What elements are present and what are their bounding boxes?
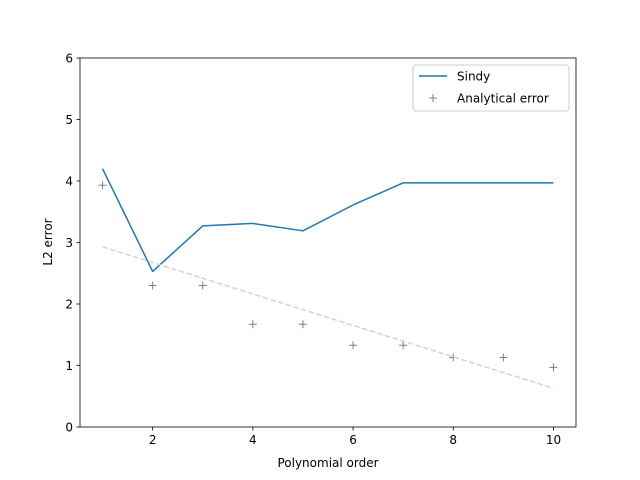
- x-tick-label: 10: [546, 433, 561, 447]
- y-axis-label: L2 error: [41, 218, 55, 265]
- series-line-sindy: [101, 168, 554, 273]
- axes: 2 4 6 8 10 0 1 2 3 4 5 6: [65, 52, 577, 447]
- y-tick-label: 5: [65, 113, 73, 127]
- legend: Sindy Analytical error: [412, 64, 570, 112]
- legend-label: Sindy: [457, 70, 490, 84]
- y-tick-label: 0: [65, 421, 73, 435]
- x-tick-label: 6: [349, 433, 357, 447]
- x-tick-label: 2: [149, 433, 157, 447]
- analytical-error-marker: [248, 320, 257, 329]
- x-tick-label: 4: [249, 433, 257, 447]
- y-tick-label: 6: [65, 52, 73, 66]
- y-tick-label: 4: [65, 175, 73, 189]
- y-tick-label: 3: [65, 236, 73, 250]
- analytical-error-marker: [549, 363, 558, 372]
- analytical-error-marker: [349, 341, 358, 350]
- x-axis-label: Polynomial order: [277, 456, 378, 470]
- legend-label: Analytical error: [457, 92, 549, 106]
- legend-box: [412, 64, 570, 112]
- analytical-error-marker: [399, 341, 408, 350]
- y-tick-label: 1: [65, 359, 73, 373]
- plot-area: [98, 168, 558, 389]
- legend-swatch-analytical-error: [429, 94, 437, 102]
- analytical-error-marker: [98, 181, 107, 190]
- trend-line: [102, 246, 554, 389]
- analytical-error-marker: [298, 320, 307, 329]
- analytical-error-marker: [148, 281, 157, 290]
- analytical-error-marker: [499, 353, 508, 362]
- x-tick-label: 8: [449, 433, 457, 447]
- y-tick-label: 2: [65, 298, 73, 312]
- analytical-error-marker: [198, 281, 207, 290]
